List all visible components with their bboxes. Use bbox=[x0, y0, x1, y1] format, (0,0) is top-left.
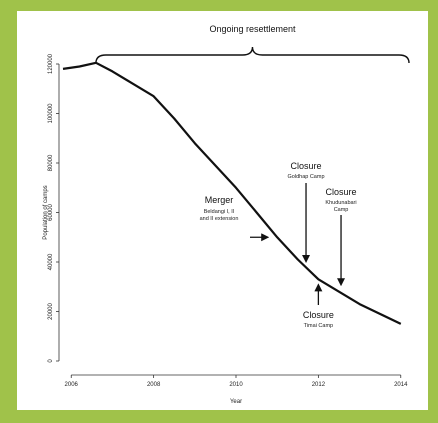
y-tick-label: 80000 bbox=[48, 154, 54, 171]
chart-panel: Ongoing resettlement 0 20000 40000 60000 800… bbox=[17, 11, 428, 410]
annotation-subtitle: Camp bbox=[334, 207, 349, 213]
resettlement-brace: Ongoing resettlement bbox=[95, 24, 410, 64]
y-tick-label: 20000 bbox=[48, 302, 54, 319]
x-tick-label: 2014 bbox=[394, 382, 408, 388]
annotation-title: Merger bbox=[205, 195, 234, 205]
y-tick-label: 60000 bbox=[48, 203, 54, 220]
annotation-subtitle: and II extension bbox=[200, 216, 239, 222]
x-tick-label: 2010 bbox=[229, 382, 243, 388]
annotation-subtitle: Goldhap Camp bbox=[288, 174, 325, 180]
annotation-subtitle: Beldangi I, II bbox=[204, 209, 235, 215]
annotation-title: Closure bbox=[326, 187, 357, 197]
brace-label: Ongoing resettlement bbox=[209, 24, 296, 34]
brace-path bbox=[95, 46, 410, 64]
y-axis-title: Population of camps bbox=[43, 185, 49, 239]
x-tick-label: 2006 bbox=[65, 382, 79, 388]
y-tick-label: 100000 bbox=[48, 103, 54, 124]
y-tick-label: 120000 bbox=[48, 53, 54, 74]
population-line bbox=[62, 61, 402, 325]
x-tick-label: 2012 bbox=[312, 382, 326, 388]
annotation-subtitle: Timai Camp bbox=[304, 323, 333, 329]
x-tick-label: 2008 bbox=[147, 382, 161, 388]
annotation-title: Closure bbox=[303, 310, 334, 320]
axes: 0 20000 40000 60000 80000 100000 120000 Populat… bbox=[43, 53, 408, 405]
y-tick-label: 0 bbox=[48, 359, 54, 363]
y-tick-label: 40000 bbox=[48, 253, 54, 270]
series-layer bbox=[62, 61, 402, 325]
x-axis-title: Year bbox=[230, 399, 242, 405]
population-line-chart: Ongoing resettlement 0 20000 40000 60000 800… bbox=[43, 24, 410, 405]
annotation-subtitle: Khudunabari bbox=[325, 200, 356, 206]
annotation-title: Closure bbox=[291, 161, 322, 171]
